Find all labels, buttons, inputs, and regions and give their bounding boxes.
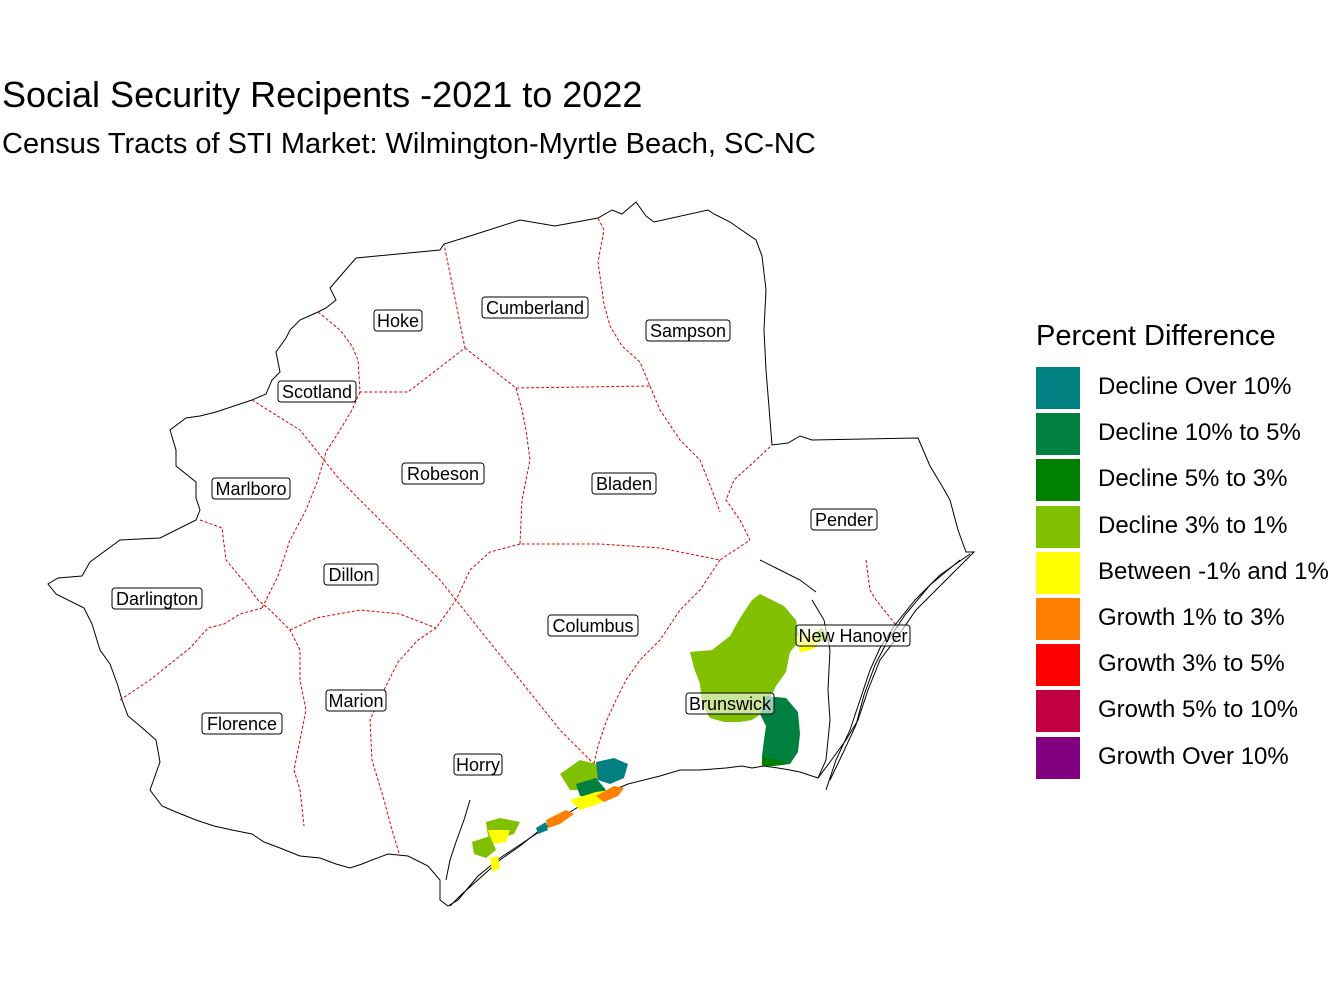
legend-swatch bbox=[1036, 551, 1080, 594]
svg-text:Marion: Marion bbox=[328, 691, 383, 711]
svg-text:Darlington: Darlington bbox=[116, 589, 198, 609]
tract-horry-2 bbox=[596, 758, 628, 784]
svg-text:Bladen: Bladen bbox=[596, 474, 652, 494]
county-label-cumberland: Cumberland bbox=[481, 296, 589, 319]
county-label-brunswick: Brunswick bbox=[685, 692, 775, 715]
legend-item: Decline Over 10% bbox=[1036, 365, 1291, 411]
county-label-horry: Horry bbox=[453, 753, 503, 776]
tract-horry-5 bbox=[596, 786, 624, 802]
county-labels: Hoke Cumberland Sampson Scotland Robeson… bbox=[111, 296, 911, 776]
svg-text:Brunswick: Brunswick bbox=[689, 694, 772, 714]
svg-text:New Hanover: New Hanover bbox=[798, 626, 907, 646]
legend-swatch bbox=[1036, 736, 1080, 779]
legend-item: Decline 3% to 1% bbox=[1036, 504, 1287, 550]
svg-text:Dillon: Dillon bbox=[328, 565, 373, 585]
legend-item: Growth 3% to 5% bbox=[1036, 642, 1285, 688]
tract-horry-9 bbox=[488, 830, 510, 844]
svg-text:Pender: Pender bbox=[815, 510, 873, 530]
legend-swatch bbox=[1036, 459, 1080, 502]
svg-text:Horry: Horry bbox=[456, 755, 500, 775]
legend-swatch bbox=[1036, 505, 1080, 548]
page-subtitle: Census Tracts of STI Market: Wilmington-… bbox=[2, 128, 816, 160]
county-label-hoke: Hoke bbox=[373, 309, 423, 332]
census-tracts bbox=[472, 594, 828, 872]
county-label-marion: Marion bbox=[325, 689, 387, 712]
legend-item: Decline 10% to 5% bbox=[1036, 411, 1301, 457]
map-canvas: Hoke Cumberland Sampson Scotland Robeson… bbox=[47, 201, 976, 907]
svg-text:Columbus: Columbus bbox=[552, 616, 633, 636]
legend: Percent Difference Decline Over 10% Decl… bbox=[1036, 320, 1329, 781]
legend-item: Between -1% and 1% bbox=[1036, 550, 1329, 596]
svg-text:Robeson: Robeson bbox=[407, 464, 479, 484]
legend-item: Growth 1% to 3% bbox=[1036, 596, 1285, 642]
legend-label: Growth Over 10% bbox=[1098, 742, 1289, 770]
county-label-robeson: Robeson bbox=[401, 462, 485, 485]
legend-label: Growth 5% to 10% bbox=[1098, 696, 1299, 724]
tract-horry-6 bbox=[546, 810, 574, 828]
legend-label: Between -1% and 1% bbox=[1098, 557, 1329, 585]
tract-brunswick-east bbox=[762, 756, 790, 766]
tract-horry-10 bbox=[472, 836, 496, 858]
legend-label: Decline Over 10% bbox=[1098, 373, 1292, 400]
svg-text:Marlboro: Marlboro bbox=[215, 479, 286, 499]
county-label-new-hanover: New Hanover bbox=[795, 624, 911, 647]
county-label-darlington: Darlington bbox=[111, 587, 203, 610]
tract-horry-11 bbox=[490, 856, 500, 872]
county-label-dillon: Dillon bbox=[323, 563, 379, 586]
legend-item: Growth Over 10% bbox=[1036, 735, 1289, 781]
tract-brunswick-large bbox=[690, 594, 800, 722]
legend-label: Growth 3% to 5% bbox=[1098, 650, 1285, 678]
tract-horry-7 bbox=[536, 822, 548, 834]
legend-label: Decline 10% to 5% bbox=[1098, 419, 1301, 447]
legend-items: Decline Over 10% Decline 10% to 5% Decli… bbox=[1036, 365, 1329, 781]
legend-title: Percent Difference bbox=[1036, 320, 1276, 352]
county-label-pender: Pender bbox=[810, 508, 878, 531]
svg-text:Hoke: Hoke bbox=[377, 311, 419, 331]
county-label-sampson: Sampson bbox=[645, 319, 731, 342]
legend-swatch bbox=[1036, 644, 1080, 687]
county-label-columbus: Columbus bbox=[547, 614, 639, 637]
legend-label: Decline 5% to 3% bbox=[1098, 465, 1288, 493]
legend-item: Growth 5% to 10% bbox=[1036, 688, 1298, 734]
page-title: Social Security Recipents -2021 to 2022 bbox=[2, 74, 643, 115]
legend-swatch bbox=[1036, 690, 1080, 733]
county-label-bladen: Bladen bbox=[591, 472, 657, 495]
county-label-florence: Florence bbox=[201, 712, 283, 735]
county-label-marlboro: Marlboro bbox=[211, 477, 291, 500]
svg-text:Florence: Florence bbox=[207, 714, 277, 734]
county-label-scotland: Scotland bbox=[277, 380, 357, 403]
legend-item: Decline 5% to 3% bbox=[1036, 457, 1287, 503]
svg-text:Scotland: Scotland bbox=[282, 382, 352, 402]
county-borders bbox=[119, 217, 901, 857]
svg-text:Sampson: Sampson bbox=[650, 321, 726, 341]
legend-swatch bbox=[1036, 597, 1080, 640]
legend-swatch bbox=[1036, 413, 1080, 456]
legend-label: Growth 1% to 3% bbox=[1098, 603, 1285, 631]
svg-text:Cumberland: Cumberland bbox=[486, 298, 584, 318]
legend-label: Decline 3% to 1% bbox=[1098, 511, 1288, 539]
legend-swatch bbox=[1036, 367, 1080, 409]
